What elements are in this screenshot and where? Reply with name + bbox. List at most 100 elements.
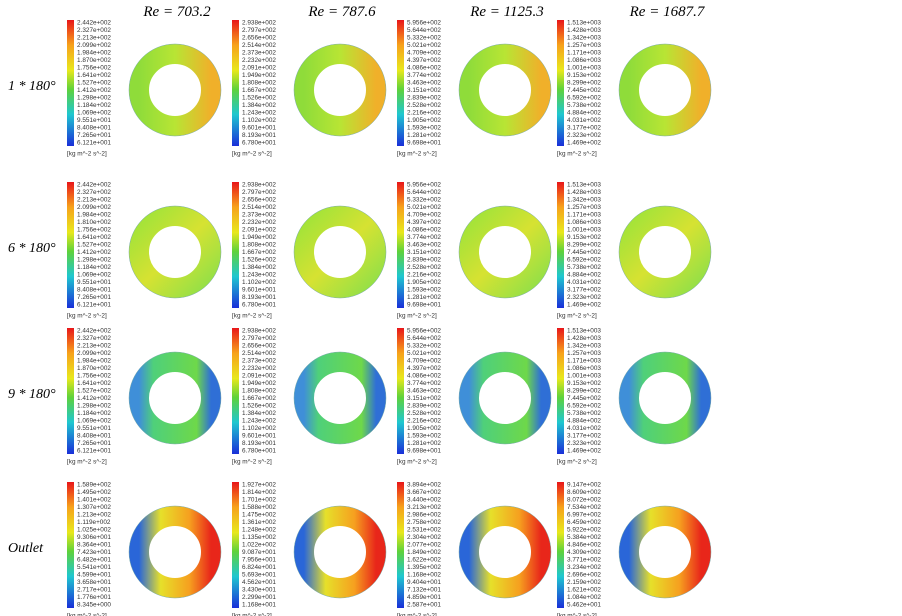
legend-label: 1.475e+002 [242, 512, 276, 519]
legend-label: 7.265e+001 [77, 294, 111, 301]
contour-ring [294, 352, 386, 444]
colorbar [397, 20, 404, 146]
legend-label: 5.332e+002 [407, 35, 441, 42]
legend-label: 2.091e+002 [242, 373, 276, 380]
legend-label: 2.839e+002 [407, 257, 441, 264]
contour-ring [294, 506, 386, 598]
legend-label: 1.171e+003 [567, 358, 601, 365]
legend-label: 3.463e+002 [407, 388, 441, 395]
contour-ring [129, 506, 221, 598]
colorbar [67, 20, 74, 146]
legend-label: 1.641e+002 [77, 380, 111, 387]
legend-label: 2.216e+002 [407, 418, 441, 425]
legend-label: 1.526e+002 [242, 403, 276, 410]
legend-label: 1.298e+002 [77, 257, 111, 264]
panels: Re = 703.2 Re = 787.6 Re = 1125.3 Re = 1687… [8, 4, 712, 616]
legend-label: 3.658e+001 [77, 579, 111, 586]
legend-label: 2.938e+002 [242, 328, 276, 335]
legend-label: 2.077e+002 [407, 542, 441, 549]
legend-label: 2.373e+002 [242, 358, 276, 365]
legend-label: 4.086e+002 [407, 373, 441, 380]
legend-label: 1.171e+003 [567, 50, 601, 57]
legend-label: 9.147e+002 [567, 482, 601, 489]
legend-label: 2.839e+002 [407, 95, 441, 102]
legend-label: 8.299e+002 [567, 242, 601, 249]
contour-ring [294, 44, 386, 136]
legend-label: 1.469e+002 [567, 140, 601, 147]
ring-outline [618, 505, 712, 599]
legend-label: 2.304e+002 [407, 534, 441, 541]
legend-label: 1.469e+002 [567, 302, 601, 309]
row-label: Outlet [8, 541, 44, 556]
legend-label: 5.021e+002 [407, 42, 441, 49]
ring-outline [458, 205, 552, 299]
colorbar [67, 182, 74, 308]
legend-label: 5.693e+001 [242, 572, 276, 579]
legend-label: 2.099e+002 [77, 42, 111, 49]
legend-label: 3.234e+002 [567, 564, 601, 571]
legend-label: 1.086e+003 [567, 365, 601, 372]
column-header: Re = 1125.3 [469, 4, 544, 20]
legend-label: 9.404e+001 [407, 579, 441, 586]
legend-label: 1.001e+003 [567, 65, 601, 72]
legend-label: 1.428e+003 [567, 189, 601, 196]
legend-label: 2.938e+002 [242, 182, 276, 189]
legend-label: 9.601e+001 [242, 125, 276, 132]
legend-label: 2.442e+002 [77, 182, 111, 189]
legend-label: 4.031e+002 [567, 279, 601, 286]
colorbar [67, 328, 74, 454]
legend-label: 4.884e+002 [567, 272, 601, 279]
legend-label: 1.905e+002 [407, 279, 441, 286]
legend-label: 7.534e+002 [567, 504, 601, 511]
legend-label: 2.232e+002 [242, 57, 276, 64]
legend-label: 3.774e+002 [407, 72, 441, 79]
legend-label: 4.397e+002 [407, 365, 441, 372]
legend-label: 2.373e+002 [242, 212, 276, 219]
legend-label: 8.345e+000 [77, 602, 111, 609]
legend-label: 1.428e+003 [567, 335, 601, 342]
legend-unit: [kg m^-2 s^-2] [232, 313, 272, 320]
legend-label: 1.588e+002 [242, 504, 276, 511]
legend-label: 1.342e+003 [567, 343, 601, 350]
legend-unit: [kg m^-2 s^-2] [232, 613, 272, 616]
ring-outline [458, 505, 552, 599]
ring-outline [293, 351, 387, 445]
contour-ring [619, 352, 711, 444]
legend-unit: [kg m^-2 s^-2] [397, 459, 437, 466]
legend-label: 1.984e+002 [77, 358, 111, 365]
legend-label: 2.323e+002 [567, 440, 601, 447]
legend-label: 1.069e+002 [77, 272, 111, 279]
legend-label: 3.440e+002 [407, 497, 441, 504]
legend-label: 1.298e+002 [77, 95, 111, 102]
legend-unit: [kg m^-2 s^-2] [557, 613, 597, 616]
legend-label: 1.814e+002 [242, 489, 276, 496]
legend-label: 1.870e+002 [77, 365, 111, 372]
legend-label: 5.332e+002 [407, 197, 441, 204]
ring-outline [293, 43, 387, 137]
legend-unit: [kg m^-2 s^-2] [397, 613, 437, 616]
row-label: 9 * 180° [8, 387, 56, 402]
legend-label: 1.086e+003 [567, 219, 601, 226]
legend-label: 9.698e+001 [407, 302, 441, 309]
legend-label: 6.780e+001 [242, 140, 276, 147]
legend-label: 5.541e+001 [77, 564, 111, 571]
legend-label: 5.956e+002 [407, 20, 441, 27]
legend-label: 5.644e+002 [407, 335, 441, 342]
legend-label: 2.797e+002 [242, 335, 276, 342]
contour-ring [129, 206, 221, 298]
legend-label: 8.193e+001 [242, 132, 276, 139]
legend-label: 1.257e+003 [567, 204, 601, 211]
contour-ring [294, 206, 386, 298]
legend-label: 5.021e+002 [407, 350, 441, 357]
legend-label: 1.025e+002 [77, 527, 111, 534]
legend-label: 6.459e+002 [567, 519, 601, 526]
legend-label: 1.593e+002 [407, 433, 441, 440]
legend-label: 4.846e+002 [567, 542, 601, 549]
legend-label: 4.031e+002 [567, 425, 601, 432]
legend-label: 1.526e+002 [242, 257, 276, 264]
legend-label: 8.408e+001 [77, 287, 111, 294]
legend-label: 4.562e+001 [242, 579, 276, 586]
legend-label: 2.758e+002 [407, 519, 441, 526]
legend-label: 1.102e+002 [242, 117, 276, 124]
legend-label: 8.072e+002 [567, 497, 601, 504]
